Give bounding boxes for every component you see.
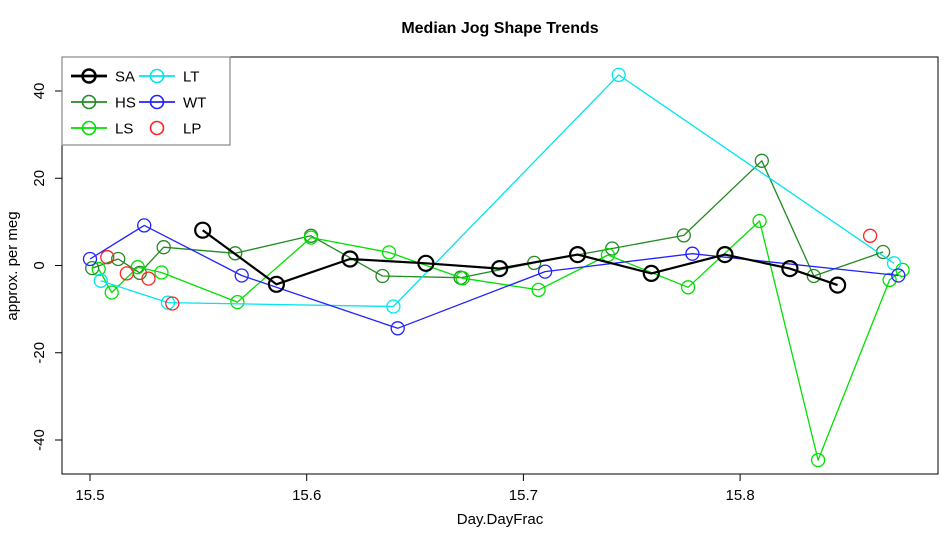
data-point-LS xyxy=(810,452,826,468)
data-point-WT xyxy=(234,268,249,283)
data-point-HS xyxy=(375,268,390,284)
data-point-LP xyxy=(119,266,134,281)
data-point-SA xyxy=(716,246,734,264)
series-WT xyxy=(82,218,906,336)
data-point-HS xyxy=(676,228,691,243)
x-tick-label: 15.7 xyxy=(509,487,538,504)
data-point-WT xyxy=(137,218,152,233)
data-point-HS xyxy=(111,251,126,267)
data-point-LS xyxy=(104,285,119,300)
data-point-LS xyxy=(381,245,397,260)
data-point-WT xyxy=(390,321,405,336)
legend-label: WT xyxy=(183,95,206,112)
legend-label: LP xyxy=(183,121,201,138)
legend-marker-icon xyxy=(149,94,165,110)
data-point-LS xyxy=(680,280,696,295)
y-tick-label: -20 xyxy=(31,342,48,364)
data-point-LS xyxy=(130,260,145,275)
data-point-LS xyxy=(882,272,897,288)
data-point-SA xyxy=(194,221,212,239)
data-point-LT xyxy=(386,299,401,314)
series-line-WT xyxy=(89,224,899,329)
data-point-SA xyxy=(828,276,847,294)
series-line-LS xyxy=(98,220,903,461)
data-point-HS xyxy=(85,260,100,276)
series-SA xyxy=(194,221,847,294)
data-point-WT xyxy=(537,264,553,279)
legend-label: SA xyxy=(115,69,135,86)
axes: 15.5 15.6 15.7 15.8 -40 -20 0 20 40 xyxy=(31,56,939,504)
legend: SA HS LS LT WT LP xyxy=(61,56,231,146)
legend-item-LT: LT xyxy=(139,69,199,86)
y-tick-label: 40 xyxy=(31,83,48,100)
legend-label: LT xyxy=(183,69,199,86)
data-point-LS xyxy=(455,271,470,286)
x-tick-label: 15.6 xyxy=(292,487,321,504)
legend-label: LS xyxy=(115,121,133,138)
data-point-LT xyxy=(93,273,108,288)
data-point-HS xyxy=(228,246,243,261)
y-tick-label: 20 xyxy=(31,170,48,187)
legend-item-SA: SA xyxy=(71,68,135,86)
data-point-LS xyxy=(91,261,106,277)
legend-item-LS: LS xyxy=(71,121,133,138)
data-point-HS xyxy=(806,268,821,284)
legend-label: HS xyxy=(115,95,136,112)
data-point-LS xyxy=(531,282,546,298)
data-point-LP xyxy=(141,271,156,286)
legend-item-LP: LP xyxy=(149,120,201,138)
data-point-SA xyxy=(267,275,285,293)
series-LP xyxy=(100,228,878,311)
data-point-LP xyxy=(165,296,180,311)
x-axis-label: Day.DayFrac xyxy=(457,511,544,528)
x-tick-label: 15.8 xyxy=(725,487,754,504)
legend-marker-icon xyxy=(81,94,97,110)
data-point-LP xyxy=(862,228,878,243)
legend-item-HS: HS xyxy=(71,95,136,112)
series-LS xyxy=(91,213,910,468)
data-point-LS xyxy=(230,294,245,310)
legend-marker-icon xyxy=(149,68,165,84)
data-point-LS xyxy=(303,230,319,245)
chart-title: Median Jog Shape Trends xyxy=(401,20,598,37)
data-point-SA xyxy=(491,260,509,278)
data-point-SA xyxy=(781,260,799,278)
y-tick-label: 0 xyxy=(31,261,48,269)
data-point-LS xyxy=(752,213,767,229)
data-point-LP xyxy=(100,250,115,265)
legend-marker-icon xyxy=(81,68,97,84)
legend-item-WT: WT xyxy=(139,95,206,112)
y-axis-label: approx. per meg xyxy=(4,211,21,320)
y-tick-label: -40 xyxy=(31,429,48,451)
data-series-group xyxy=(82,67,910,468)
data-point-SA xyxy=(417,254,435,272)
data-point-SA xyxy=(341,250,359,268)
data-point-HS xyxy=(754,153,769,168)
data-point-LT xyxy=(611,67,626,83)
legend-marker-icon xyxy=(149,120,165,136)
data-point-SA xyxy=(642,264,660,282)
legend-box xyxy=(61,56,231,146)
data-point-LS xyxy=(154,265,169,280)
data-point-WT xyxy=(891,268,906,283)
data-point-HS xyxy=(156,240,171,255)
x-tick-label: 15.5 xyxy=(75,487,104,504)
data-point-SA xyxy=(568,246,587,264)
data-point-WT xyxy=(82,251,98,267)
series-line-LT xyxy=(100,74,895,308)
data-point-WT xyxy=(685,246,700,261)
legend-marker-icon xyxy=(81,120,97,136)
series-line-SA xyxy=(202,229,838,287)
